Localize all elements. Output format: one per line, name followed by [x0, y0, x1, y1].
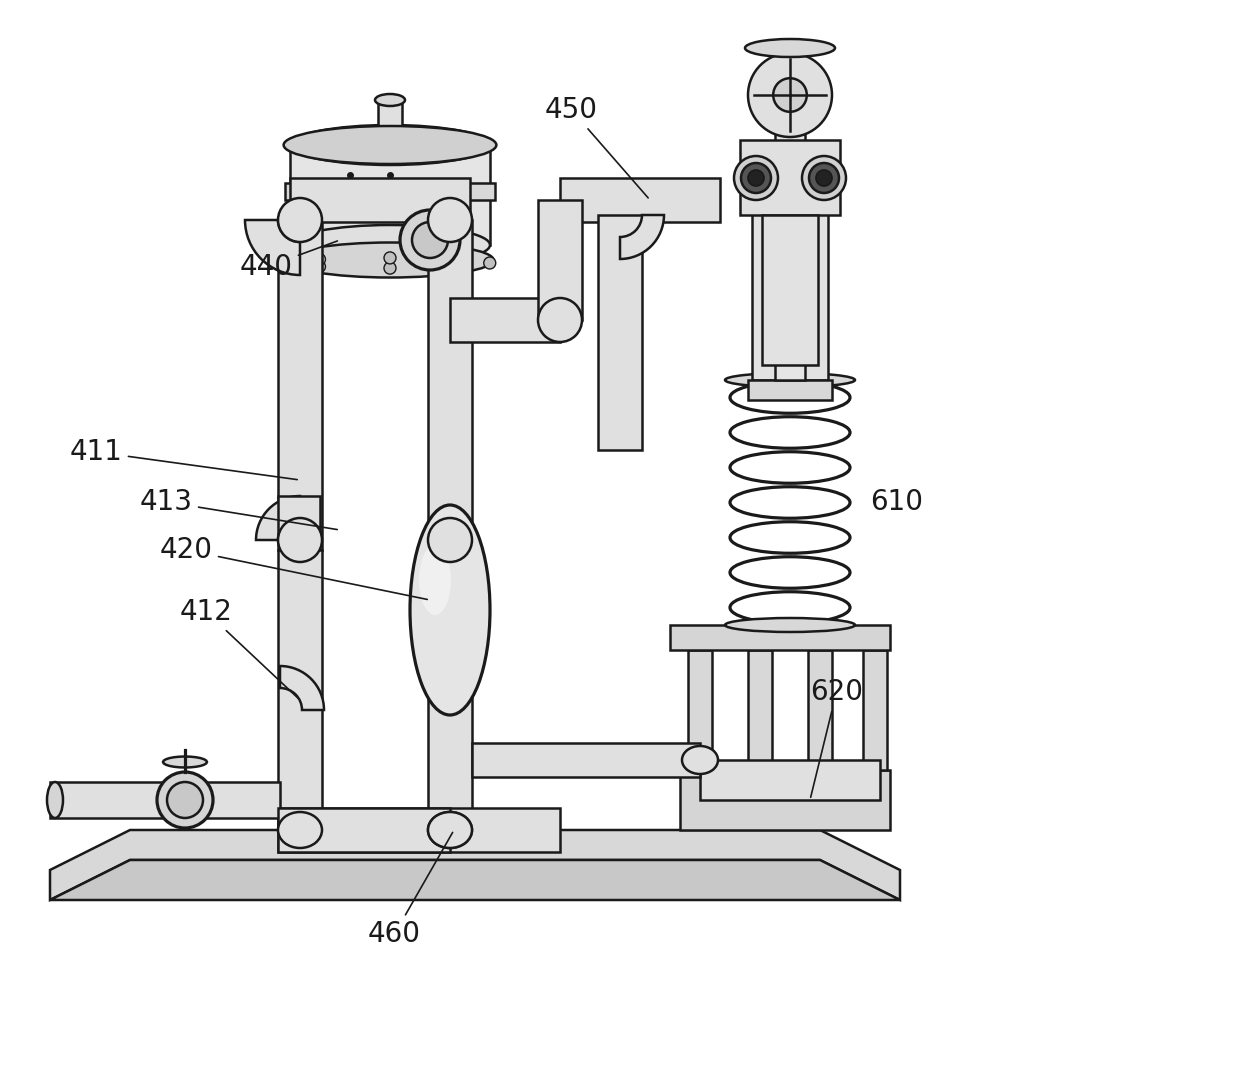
Circle shape [455, 261, 466, 272]
Text: 411: 411 [69, 438, 298, 480]
Polygon shape [378, 101, 402, 128]
Ellipse shape [284, 126, 496, 164]
Ellipse shape [428, 812, 472, 848]
Polygon shape [863, 650, 887, 770]
Polygon shape [748, 381, 832, 400]
Ellipse shape [278, 518, 322, 562]
Ellipse shape [725, 373, 856, 387]
Circle shape [808, 163, 839, 193]
Circle shape [314, 261, 325, 272]
Circle shape [384, 252, 396, 264]
Polygon shape [290, 145, 490, 245]
Polygon shape [162, 757, 207, 768]
Circle shape [748, 53, 832, 137]
Ellipse shape [374, 94, 405, 106]
Text: 460: 460 [368, 832, 453, 948]
Ellipse shape [428, 518, 472, 562]
Ellipse shape [410, 505, 490, 715]
Text: 610: 610 [870, 488, 923, 516]
Circle shape [401, 210, 460, 270]
Circle shape [314, 253, 325, 266]
Polygon shape [278, 808, 450, 852]
Polygon shape [472, 743, 701, 777]
Polygon shape [701, 760, 880, 800]
Ellipse shape [290, 225, 490, 265]
Polygon shape [670, 625, 890, 650]
Polygon shape [428, 550, 472, 830]
Polygon shape [428, 221, 472, 550]
Circle shape [455, 253, 466, 266]
Circle shape [167, 782, 203, 818]
Ellipse shape [538, 298, 582, 342]
Circle shape [734, 156, 777, 200]
Ellipse shape [278, 812, 322, 848]
Ellipse shape [682, 746, 718, 774]
Polygon shape [763, 215, 818, 365]
Circle shape [484, 257, 496, 269]
Ellipse shape [725, 618, 856, 632]
Polygon shape [740, 141, 839, 215]
Polygon shape [278, 550, 322, 830]
Ellipse shape [745, 39, 835, 57]
Polygon shape [680, 770, 890, 830]
Polygon shape [450, 298, 560, 342]
Wedge shape [255, 496, 300, 540]
Polygon shape [50, 830, 900, 900]
Polygon shape [748, 650, 773, 770]
Wedge shape [620, 215, 663, 259]
Ellipse shape [47, 782, 63, 818]
Polygon shape [560, 178, 720, 222]
Circle shape [742, 163, 771, 193]
Circle shape [802, 156, 846, 200]
Polygon shape [598, 215, 642, 450]
Text: 620: 620 [810, 678, 863, 798]
Polygon shape [285, 183, 495, 200]
Ellipse shape [419, 545, 451, 615]
Polygon shape [290, 178, 470, 222]
Polygon shape [751, 181, 828, 381]
Ellipse shape [278, 198, 322, 242]
Wedge shape [246, 221, 300, 275]
Circle shape [774, 78, 807, 111]
Polygon shape [688, 650, 712, 770]
Wedge shape [280, 666, 324, 710]
Text: 440: 440 [241, 241, 337, 281]
Polygon shape [205, 782, 280, 818]
Circle shape [816, 170, 832, 186]
Circle shape [384, 262, 396, 275]
Ellipse shape [428, 812, 472, 848]
Circle shape [157, 772, 213, 828]
Circle shape [284, 257, 296, 269]
Text: 420: 420 [160, 536, 428, 600]
Ellipse shape [428, 198, 472, 242]
Polygon shape [538, 200, 582, 320]
Polygon shape [50, 782, 165, 818]
Text: 413: 413 [140, 488, 337, 530]
Ellipse shape [290, 125, 490, 165]
Polygon shape [775, 130, 805, 381]
Polygon shape [278, 808, 560, 852]
Circle shape [412, 222, 448, 258]
Polygon shape [50, 860, 900, 900]
Ellipse shape [286, 242, 494, 278]
Polygon shape [808, 650, 832, 770]
Text: 450: 450 [546, 96, 649, 198]
Text: 412: 412 [180, 598, 298, 698]
Polygon shape [278, 221, 322, 550]
Circle shape [748, 170, 764, 186]
Polygon shape [278, 496, 320, 540]
